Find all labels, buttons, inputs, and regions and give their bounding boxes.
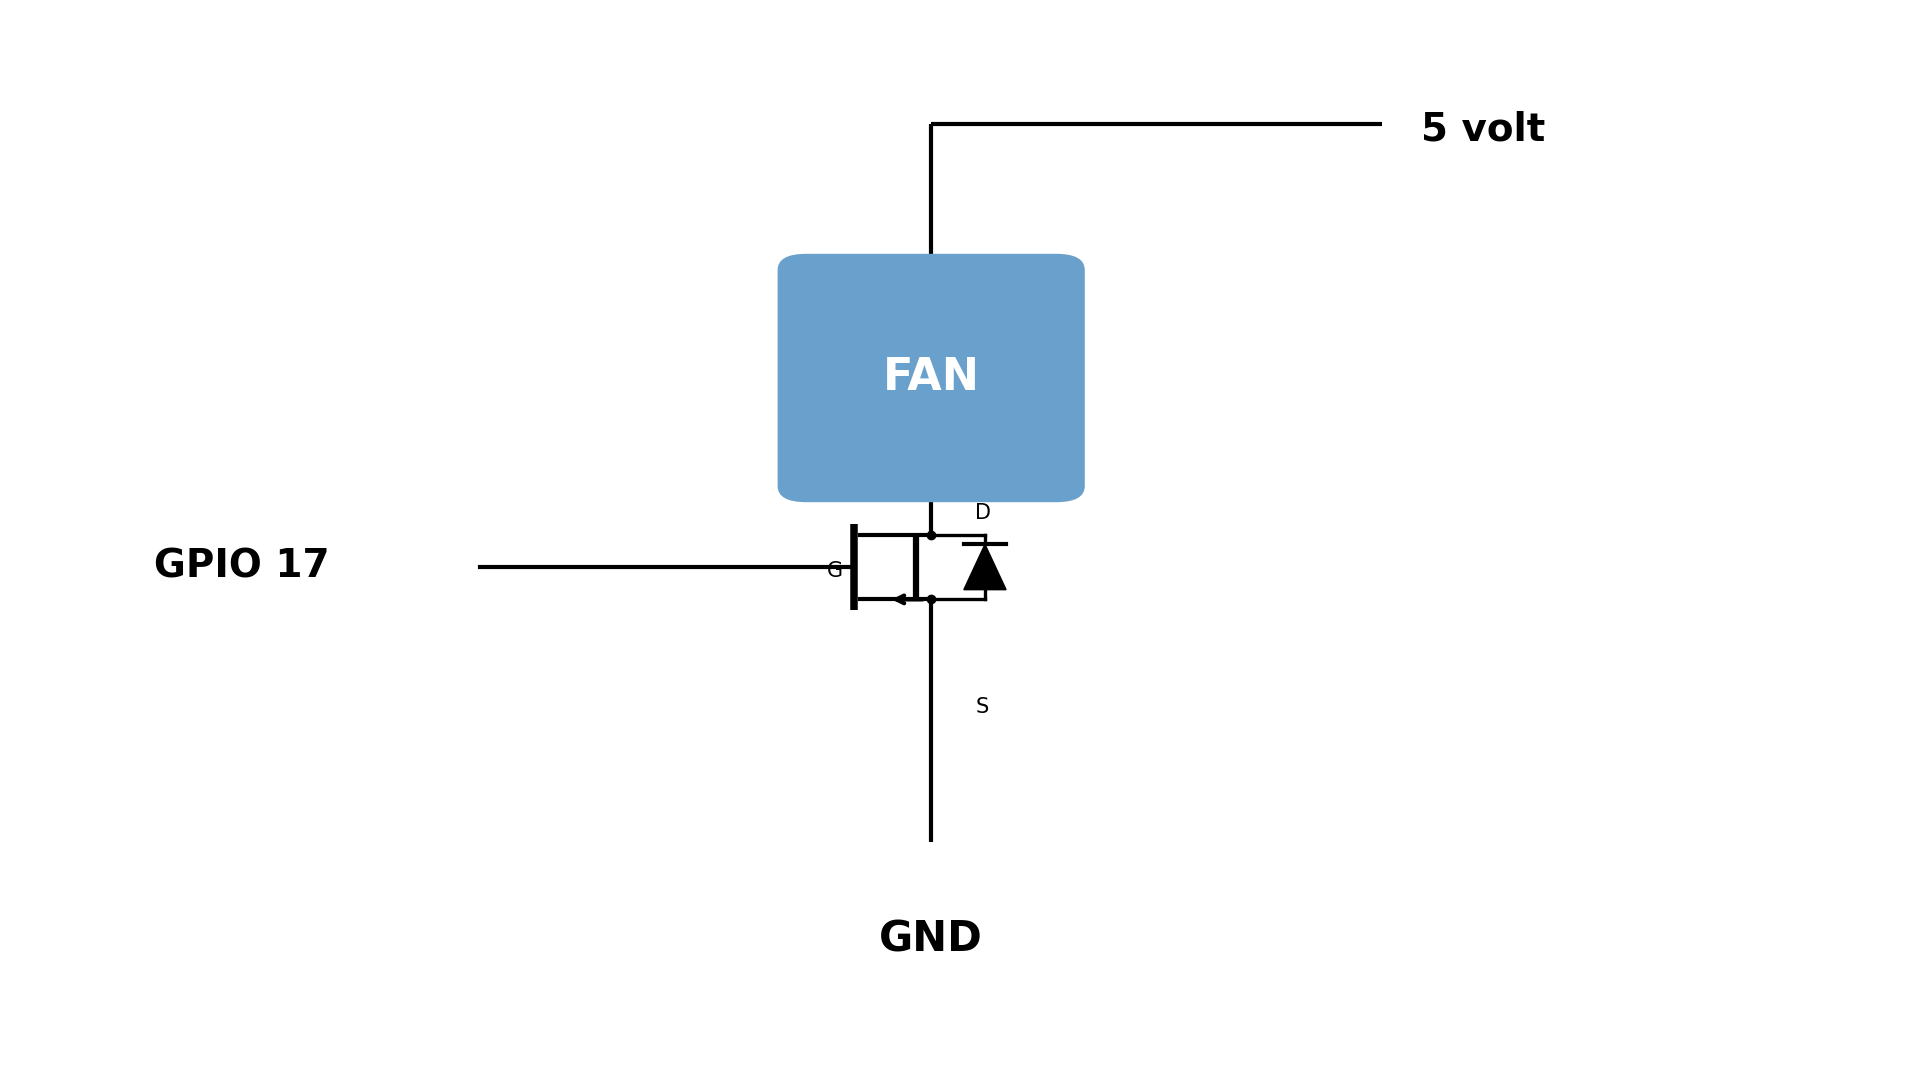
Text: G: G: [828, 561, 843, 581]
Text: GPIO 17: GPIO 17: [154, 548, 328, 586]
Text: D: D: [975, 503, 991, 523]
Text: 5 volt: 5 volt: [1421, 110, 1546, 149]
FancyBboxPatch shape: [778, 254, 1085, 502]
Text: S: S: [975, 697, 989, 717]
Polygon shape: [964, 544, 1006, 590]
Text: FAN: FAN: [883, 356, 979, 400]
Text: GND: GND: [879, 919, 983, 960]
